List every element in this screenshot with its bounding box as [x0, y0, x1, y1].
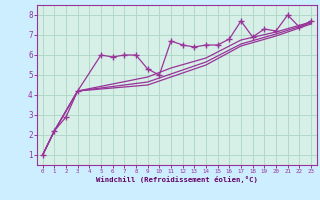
X-axis label: Windchill (Refroidissement éolien,°C): Windchill (Refroidissement éolien,°C) [96, 176, 258, 183]
